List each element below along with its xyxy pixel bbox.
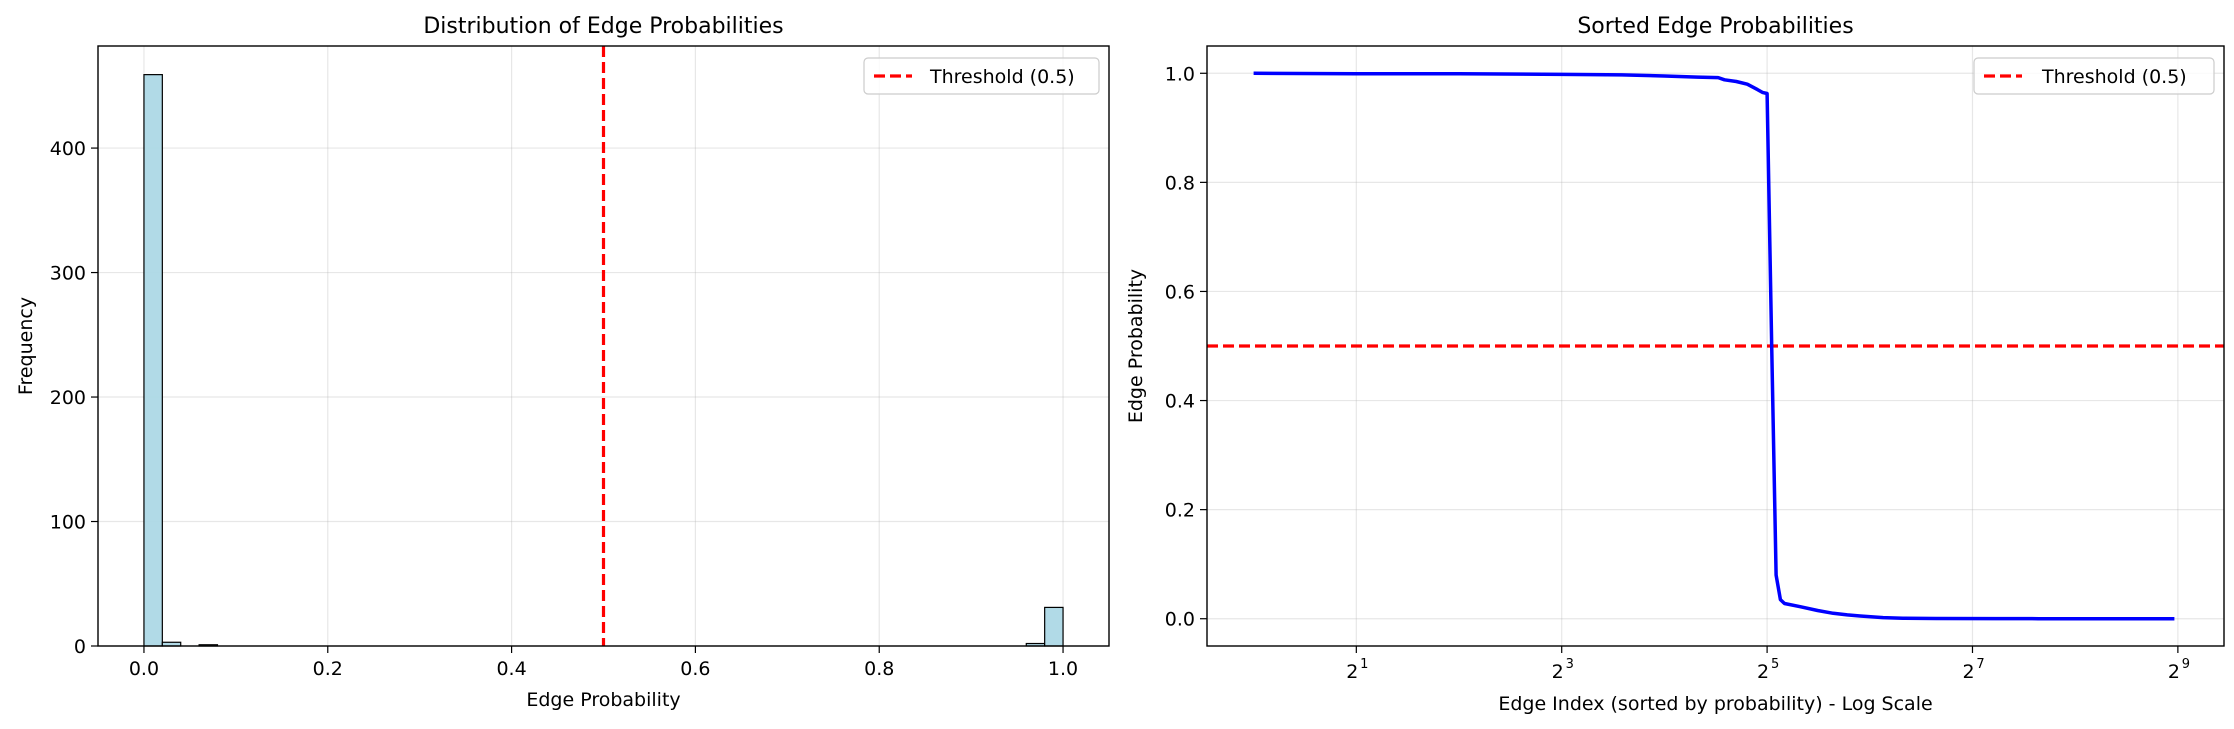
x-tick-label: 2 (2168, 661, 2180, 683)
x-tick-label: 0.6 (680, 658, 710, 680)
plot-frame (1206, 45, 2225, 647)
x-axis-label: Edge Index (sorted by probability) - Log… (1498, 693, 1932, 715)
x-tick-label: 2 (1346, 661, 1358, 683)
y-tick-label: 0 (74, 636, 86, 658)
x-tick-label: 2 (1552, 661, 1564, 683)
x-tick-label: 1.0 (1048, 658, 1078, 680)
x-tick-label: 0.0 (129, 658, 159, 680)
x-ticks: 0.0 0.2 0.4 0.6 0.8 1.0 (129, 646, 1078, 680)
x-tick-exponent: 5 (1771, 657, 1779, 672)
legend: Threshold (0.5) (1973, 57, 2215, 95)
legend-box (863, 57, 1100, 95)
x-tick-exponent: 9 (2182, 657, 2190, 672)
y-ticks: 0 100 200 300 400 (50, 138, 98, 658)
histogram-chart: Distribution of Edge Probabilities 0.0 0.… (15, 14, 1110, 711)
x-axis-label: Edge Probability (526, 689, 680, 711)
histogram-bar (1044, 606, 1064, 647)
chart-title: Distribution of Edge Probabilities (423, 14, 783, 39)
x-tick-exponent: 1 (1360, 657, 1368, 672)
legend-box (1973, 57, 2215, 95)
y-tick-label: 300 (50, 263, 86, 285)
y-ticks: 0.0 0.2 0.4 0.6 0.8 1.0 (1165, 63, 1207, 631)
x-tick-label: 2 (1962, 661, 1974, 683)
legend: Threshold (0.5) (863, 57, 1100, 95)
y-axis-label: Frequency (15, 297, 37, 395)
plot-frame (97, 45, 1110, 647)
y-tick-label: 400 (50, 138, 86, 160)
y-tick-label: 100 (50, 512, 86, 534)
legend-threshold-label: Threshold (0.5) (2041, 66, 2187, 88)
x-tick-exponent: 7 (1976, 657, 1984, 672)
legend-threshold-label: Threshold (0.5) (929, 66, 1075, 88)
x-tick-label: 0.4 (496, 658, 526, 680)
x-tick-exponent: 3 (1566, 657, 1574, 672)
histogram-bar (143, 74, 163, 647)
x-tick-label: 0.2 (313, 658, 343, 680)
y-tick-label: 0.2 (1165, 500, 1195, 522)
y-axis-label: Edge Probability (1125, 269, 1147, 423)
y-tick-label: 0.0 (1165, 609, 1195, 631)
y-tick-label: 0.4 (1165, 391, 1195, 413)
x-tick-label: 2 (1757, 661, 1769, 683)
x-tick-label: 0.8 (864, 658, 894, 680)
y-tick-label: 200 (50, 387, 86, 409)
probability-series-line (1253, 71, 2175, 621)
chart-title: Sorted Edge Probabilities (1577, 14, 1853, 39)
y-tick-label: 0.8 (1165, 172, 1195, 194)
y-tick-label: 1.0 (1165, 63, 1195, 85)
y-tick-label: 0.6 (1165, 281, 1195, 303)
